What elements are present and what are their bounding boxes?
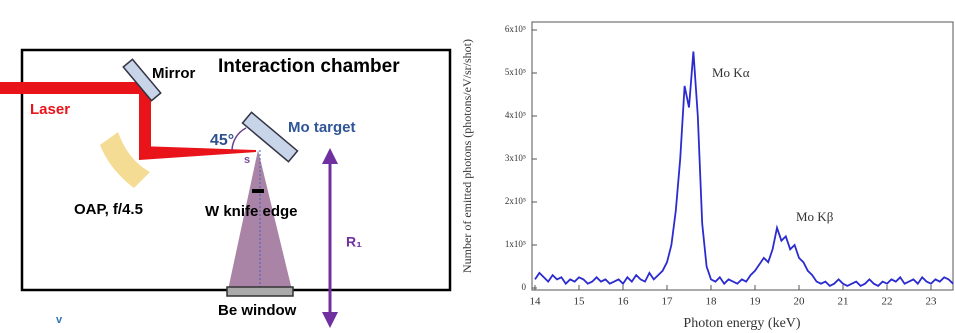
mirror-label: Mirror [152, 65, 196, 82]
y-tick-label: 6x10⁵ [505, 24, 526, 34]
arrow-head [322, 312, 338, 328]
chamber-label: Interaction chamber [218, 56, 400, 77]
annotation: Mo Kβ [796, 209, 834, 224]
arrow-head [322, 148, 338, 164]
setup-diagram: Interaction chamber Mirror Laser 45° Mo … [0, 48, 452, 328]
laser-label: Laser [30, 101, 70, 118]
y-tick-label: 0 [522, 282, 527, 292]
angle-arc [231, 127, 247, 151]
x-tick-label: 14 [530, 296, 542, 308]
corner-mark: v [56, 314, 63, 326]
x-tick-label: 18 [706, 296, 718, 308]
distance-label: R₁ [346, 234, 362, 250]
x-tick-label: 22 [882, 296, 893, 308]
oap-label: OAP, f/4.5 [74, 201, 143, 218]
x-tick-label: 19 [750, 296, 762, 308]
x-tick-label: 21 [838, 296, 849, 308]
target-label: Mo target [288, 119, 356, 136]
target [241, 111, 299, 163]
oap-mirror [100, 132, 150, 188]
spectrum-chart: Number of emitted photons (photons/eV/sr… [460, 21, 954, 331]
y-tick-label: 3x10⁵ [505, 153, 526, 163]
x-tick-label: 15 [574, 296, 586, 308]
y-tick-label: 1x10⁵ [505, 239, 526, 249]
x-tick-label: 20 [794, 296, 806, 308]
knife-label: W knife edge [205, 203, 298, 220]
source-label: s [244, 154, 250, 166]
y-axis-label: Number of emitted photons (photons/eV/sr… [460, 39, 474, 273]
x-tick-label: 17 [662, 296, 674, 308]
spectrum-line [534, 51, 954, 287]
plot-frame [531, 21, 954, 291]
annotation: Mo Kα [712, 65, 750, 80]
y-tick-label: 2x10⁵ [505, 196, 526, 206]
window-label: Be window [218, 302, 297, 319]
x-axis-label: Photon energy (keV) [683, 316, 800, 331]
be-window [226, 286, 294, 297]
knife-edge [252, 189, 264, 193]
mirror [122, 58, 162, 102]
y-tick-label: 4x10⁵ [505, 110, 526, 120]
angle-label: 45° [210, 132, 234, 149]
y-tick-label: 5x10⁵ [505, 67, 526, 77]
x-tick-label: 16 [618, 296, 630, 308]
x-tick-label: 23 [926, 296, 938, 308]
focused-beam [139, 146, 256, 160]
